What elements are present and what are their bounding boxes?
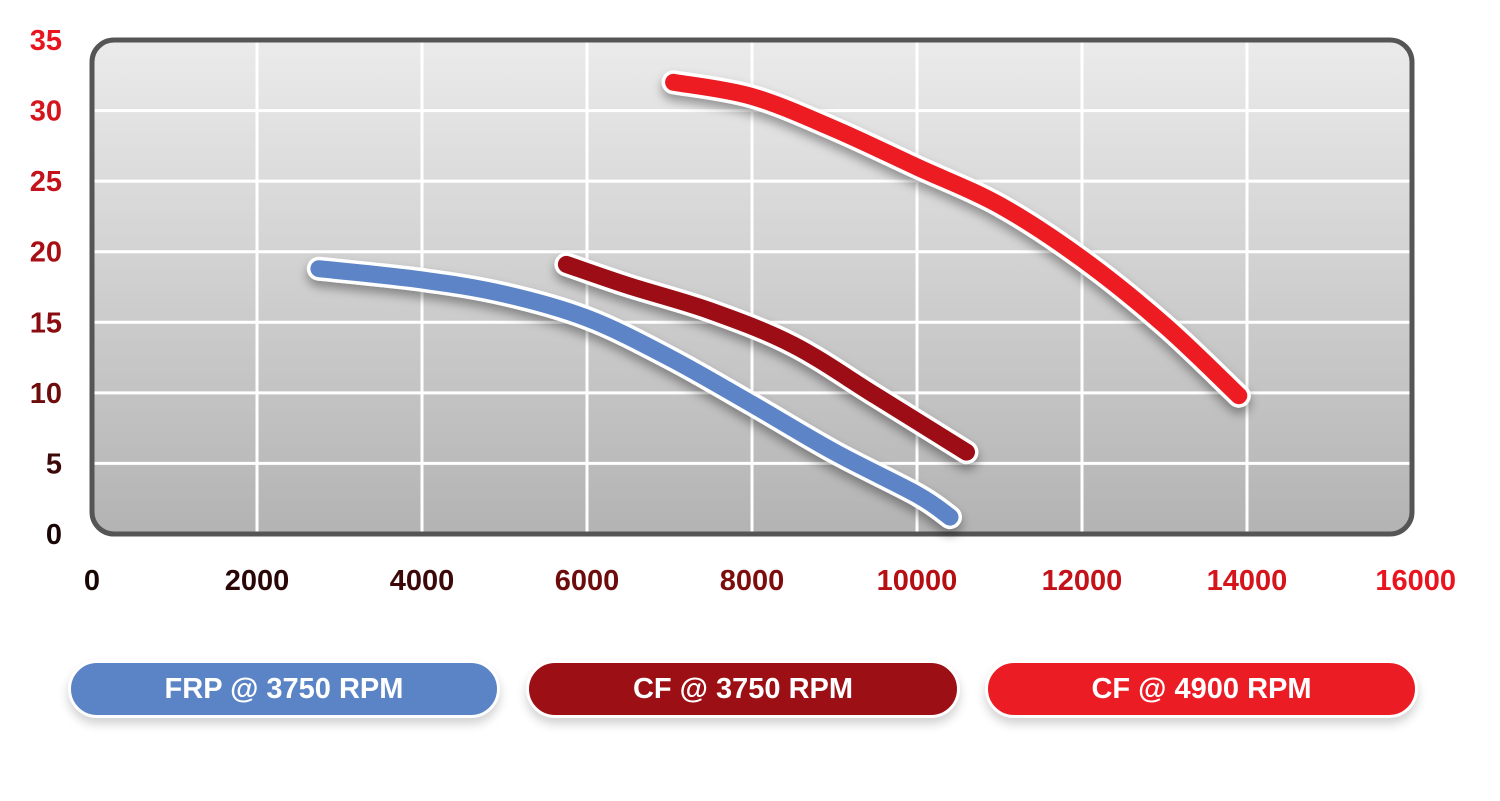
y-tick-label: 10 (30, 378, 62, 410)
x-tick-label: 8000 (720, 565, 785, 597)
x-tick-label: 0 (84, 565, 100, 597)
legend-label: FRP @ 3750 RPM (164, 672, 404, 705)
legend: FRP @ 3750 RPM CF @ 3750 RPM CF @ 4900 R… (0, 660, 1500, 720)
y-tick-label: 25 (30, 166, 62, 198)
y-tick-label: 30 (30, 96, 62, 128)
x-tick-label: 12000 (1042, 565, 1123, 597)
y-tick-label: 20 (30, 237, 62, 269)
x-tick-label: 16000 (1375, 565, 1456, 597)
legend-item-cf-4900: CF @ 4900 RPM (985, 660, 1418, 718)
x-tick-label: 2000 (225, 565, 290, 597)
y-tick-label: 35 (30, 25, 62, 57)
series-line-stroke (557, 255, 975, 461)
y-axis-ticks: 0 5 10 15 20 25 30 35 (30, 25, 62, 551)
legend-item-frp-3750: FRP @ 3750 RPM (68, 660, 500, 718)
x-tick-label: 10000 (877, 565, 958, 597)
x-tick-label: 14000 (1207, 565, 1288, 597)
series-line-stroke (665, 73, 1248, 405)
legend-label: CF @ 3750 RPM (632, 672, 854, 705)
y-tick-label: 0 (46, 519, 62, 551)
y-tick-label: 5 (46, 448, 62, 480)
series-group (306, 70, 1251, 530)
plot-frame (89, 37, 1415, 537)
series-line-3 (661, 70, 1251, 408)
legend-item-cf-3750: CF @ 3750 RPM (526, 660, 960, 718)
legend-label: CF @ 4900 RPM (1091, 672, 1312, 705)
x-axis-ticks: 0 2000 4000 6000 8000 10000 12000 14000 16000 (84, 565, 1456, 597)
series-line-2 (554, 252, 979, 465)
x-tick-label: 6000 (555, 565, 620, 597)
x-tick-label: 4000 (390, 565, 455, 597)
series-line-stroke (310, 260, 959, 526)
series-line-1 (306, 256, 962, 530)
y-tick-label: 15 (30, 307, 62, 339)
